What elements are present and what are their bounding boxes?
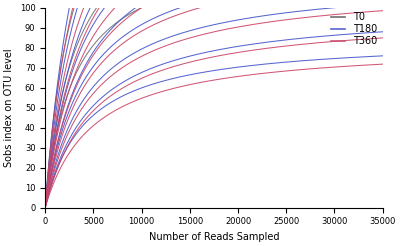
Y-axis label: Sobs index on OTU level: Sobs index on OTU level bbox=[4, 48, 14, 167]
Legend: T0, T180, T360: T0, T180, T360 bbox=[327, 9, 381, 50]
X-axis label: Number of Reads Sampled: Number of Reads Sampled bbox=[149, 232, 279, 242]
